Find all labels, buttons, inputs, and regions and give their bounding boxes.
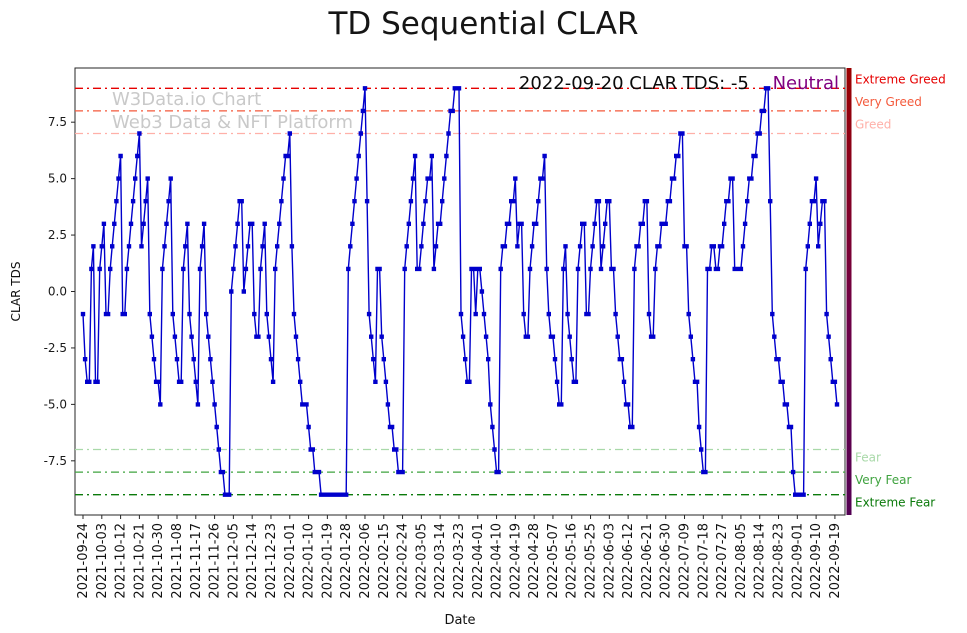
x-tick-label: 2022-09-19 <box>828 523 843 599</box>
y-tick-label: 7.5 <box>48 115 67 129</box>
zone-label-extreme-greed: Extreme Greed <box>855 72 946 86</box>
x-tick-label: 2022-01-01 <box>283 523 298 599</box>
x-tick-label: 2022-09-10 <box>809 523 824 599</box>
x-axis-label: Date <box>444 613 475 628</box>
annotation-date-value: 2022-09-20 CLAR TDS: -5 <box>518 73 749 94</box>
x-tick-label: 2021-11-08 <box>170 523 185 599</box>
zone-label-very-fear: Very Fear <box>855 473 911 487</box>
x-tick-label: 2021-10-12 <box>114 523 129 599</box>
x-tick-label: 2021-10-30 <box>151 523 166 599</box>
x-tick-label: 2022-08-14 <box>753 523 768 599</box>
x-tick-label: 2022-04-28 <box>527 523 542 599</box>
zone-label-extreme-fear: Extreme Fear <box>855 496 935 510</box>
x-tick-label: 2022-02-24 <box>396 523 411 599</box>
y-tick-label: -7.5 <box>44 454 67 468</box>
x-tick-label: 2022-03-05 <box>414 523 429 599</box>
x-tick-label: 2021-09-24 <box>76 523 91 599</box>
annotation-status: Neutral <box>772 73 839 94</box>
sentiment-bar <box>846 68 852 515</box>
x-tick-label: 2021-11-26 <box>208 523 223 599</box>
x-tick-label: 2022-03-23 <box>452 523 467 599</box>
x-tick-label: 2022-02-06 <box>358 523 373 599</box>
y-tick-label: 5.0 <box>48 172 67 186</box>
x-tick-label: 2021-12-05 <box>226 523 241 599</box>
x-tick-label: 2021-10-03 <box>95 523 110 599</box>
x-tick-label: 2022-07-18 <box>696 523 711 599</box>
x-tick-label: 2022-01-19 <box>320 523 335 599</box>
annotation: 2022-09-20 CLAR TDS: -5 Neutral <box>519 73 839 94</box>
x-tick-label: 2022-06-21 <box>640 523 655 599</box>
x-tick-label: 2022-06-12 <box>621 523 636 599</box>
x-tick-label: 2022-07-09 <box>678 523 693 599</box>
series-markers <box>80 86 840 497</box>
zone-label-greed: Greed <box>855 117 891 131</box>
x-tick-label: 2022-05-25 <box>584 523 599 599</box>
x-tick-label: 2022-06-30 <box>659 523 674 599</box>
x-tick-label: 2022-05-16 <box>565 523 580 599</box>
y-tick-label: 2.5 <box>48 228 67 242</box>
x-tick-label: 2022-05-07 <box>546 523 561 599</box>
x-tick-label: 2022-06-03 <box>602 523 617 599</box>
x-tick-label: 2022-04-01 <box>471 523 486 599</box>
x-tick-label: 2022-01-10 <box>302 523 317 599</box>
x-tick-label: 2022-07-27 <box>715 523 730 599</box>
x-tick-label: 2022-08-05 <box>734 523 749 599</box>
zone-label-fear: Fear <box>855 451 881 465</box>
x-tick-label: 2021-12-23 <box>264 523 279 599</box>
zone-label-very-greed: Very Greed <box>855 95 922 109</box>
x-tick-label: 2021-12-14 <box>245 523 260 599</box>
x-tick-label: 2022-08-23 <box>772 523 787 599</box>
x-tick-label: 2022-02-15 <box>377 523 392 599</box>
y-tick-label: -2.5 <box>44 341 67 355</box>
y-axis-label: CLAR TDS <box>9 262 23 322</box>
x-tick-label: 2022-04-19 <box>508 523 523 599</box>
chart-title: TD Sequential CLAR <box>328 6 639 42</box>
x-tick-label: 2022-09-01 <box>790 523 805 599</box>
y-tick-label: 0.0 <box>48 285 67 299</box>
y-tick-label: -5.0 <box>44 397 67 411</box>
x-tick-label: 2022-03-14 <box>433 523 448 599</box>
x-tick-label: 2021-11-17 <box>189 523 204 599</box>
x-tick-label: 2022-01-28 <box>339 523 354 599</box>
x-tick-label: 2021-10-21 <box>132 523 147 599</box>
x-tick-label: 2022-04-10 <box>490 523 505 599</box>
series-line <box>82 87 838 496</box>
